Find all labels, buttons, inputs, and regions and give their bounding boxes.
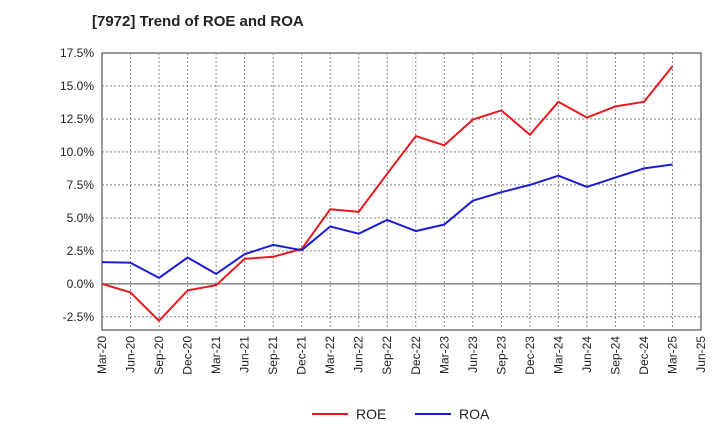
x-tick-label: Mar-21 <box>209 336 223 374</box>
y-tick-label: 7.5% <box>67 178 95 192</box>
y-tick-label: 5.0% <box>67 211 95 225</box>
x-tick-label: Mar-20 <box>95 336 109 374</box>
legend-label-roa: ROA <box>459 406 490 422</box>
y-tick-label: 0.0% <box>67 277 95 291</box>
y-tick-label: 15.0% <box>60 79 94 93</box>
series-lines <box>101 65 674 322</box>
x-tick-label: Mar-25 <box>665 336 679 374</box>
plot-area <box>101 52 702 331</box>
x-tick-label: Mar-22 <box>323 336 337 374</box>
x-tick-label: Jun-21 <box>238 336 252 373</box>
x-tick-label: Sep-24 <box>608 336 622 375</box>
x-tick-label: Sep-23 <box>494 336 508 375</box>
x-tick-label: Jun-20 <box>124 336 138 373</box>
x-tick-label: Dec-23 <box>523 336 537 375</box>
legend-label-roe: ROE <box>356 406 386 422</box>
chart-title: [7972] Trend of ROE and ROA <box>92 13 304 30</box>
x-tick-label: Sep-22 <box>380 336 394 375</box>
series-line-roa <box>101 163 673 279</box>
y-tick-label: 10.0% <box>60 145 94 159</box>
x-tick-label: Mar-23 <box>437 336 451 374</box>
series-line-roe <box>101 65 674 322</box>
x-tick-label: Dec-22 <box>409 336 423 375</box>
x-axis-ticks: Mar-20 Jun-20 Sep-20 Dec-20 Mar-21 Jun-21 Sep-… <box>95 336 708 375</box>
x-tick-label: Sep-21 <box>266 336 280 375</box>
x-tick-label: Mar-24 <box>551 336 565 374</box>
x-tick-label: Jun-24 <box>580 336 594 373</box>
y-tick-label: 2.5% <box>67 244 95 258</box>
x-tick-label: Dec-24 <box>637 336 651 375</box>
x-tick-label: Jun-25 <box>694 336 708 373</box>
x-tick-label: Jun-23 <box>466 336 480 373</box>
x-tick-label: Dec-21 <box>295 336 309 375</box>
x-tick-label: Sep-20 <box>152 336 166 375</box>
x-tick-label: Dec-20 <box>181 336 195 375</box>
y-tick-label: -2.5% <box>63 310 95 324</box>
y-axis-ticks: 17.5% 15.0% 12.5% 10.0% 7.5% 5.0% 2.5% 0.0% -2.5… <box>60 46 94 324</box>
y-tick-label: 12.5% <box>60 112 94 126</box>
x-tick-label: Jun-22 <box>352 336 366 373</box>
y-tick-label: 17.5% <box>60 46 94 60</box>
legend: ROE ROA <box>312 406 490 422</box>
